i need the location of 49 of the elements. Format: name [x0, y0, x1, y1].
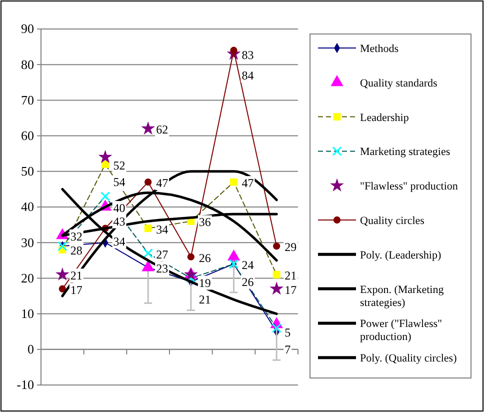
legend-label: Quality standards: [360, 77, 438, 90]
data-label: 36: [198, 215, 211, 230]
y-tick-label: 80: [21, 56, 34, 72]
data-label: 43: [113, 214, 126, 228]
y-tick-label: 10: [21, 306, 34, 321]
y-tick-label: 60: [21, 128, 34, 143]
data-label: 19: [198, 276, 211, 290]
data-label: 24: [242, 258, 254, 272]
data-label: 32: [70, 229, 82, 244]
data-label: 47: [242, 176, 254, 190]
data-label: 84: [242, 68, 254, 82]
data-label: 34: [156, 222, 168, 236]
y-tick-label: 40: [21, 199, 34, 214]
data-label: 21: [198, 292, 211, 307]
data-label: 47: [156, 176, 168, 190]
data-label: 7: [284, 342, 291, 356]
data-label: 62: [156, 122, 168, 137]
data-label: 21: [284, 268, 297, 283]
data-label: 23: [156, 262, 168, 276]
legend-label: Quality circles: [360, 215, 424, 227]
legend-label: Methods: [360, 43, 398, 55]
legend-label: "Flawless" production: [360, 180, 458, 193]
data-label: 52: [113, 158, 126, 172]
data-label: 5: [284, 326, 291, 340]
legend-label: Expon. (Marketing strategies): [360, 284, 444, 309]
data-label: 17: [70, 282, 82, 297]
data-label: 21: [70, 268, 82, 283]
data-label: 83: [242, 48, 254, 62]
legend-label: Power ("Flawless" production): [360, 318, 442, 344]
y-tick-label: 30: [21, 234, 34, 250]
legend-label: Poly. (Quality circles): [360, 352, 458, 365]
y-tick-label: -10: [16, 377, 34, 392]
y-tick-label: 50: [21, 164, 34, 179]
data-label: 54: [113, 175, 126, 190]
data-label: 27: [156, 247, 168, 262]
y-tick-label: 20: [21, 270, 34, 286]
legend-label: Poly. (Leadership): [360, 249, 442, 262]
legend-label: Leadership: [360, 112, 410, 124]
data-label: 28: [70, 244, 82, 258]
y-tick-label: 0: [28, 342, 34, 357]
legend-label: Marketing strategies: [360, 146, 450, 158]
data-label: 29: [284, 240, 297, 254]
data-label: 34: [113, 234, 126, 248]
data-label: 40: [113, 201, 126, 215]
data-label: 26: [198, 250, 211, 265]
data-label: 17: [284, 282, 297, 297]
y-tick-label: 90: [21, 21, 34, 36]
y-tick-label: 70: [21, 92, 34, 108]
data-label: 26: [242, 274, 254, 289]
